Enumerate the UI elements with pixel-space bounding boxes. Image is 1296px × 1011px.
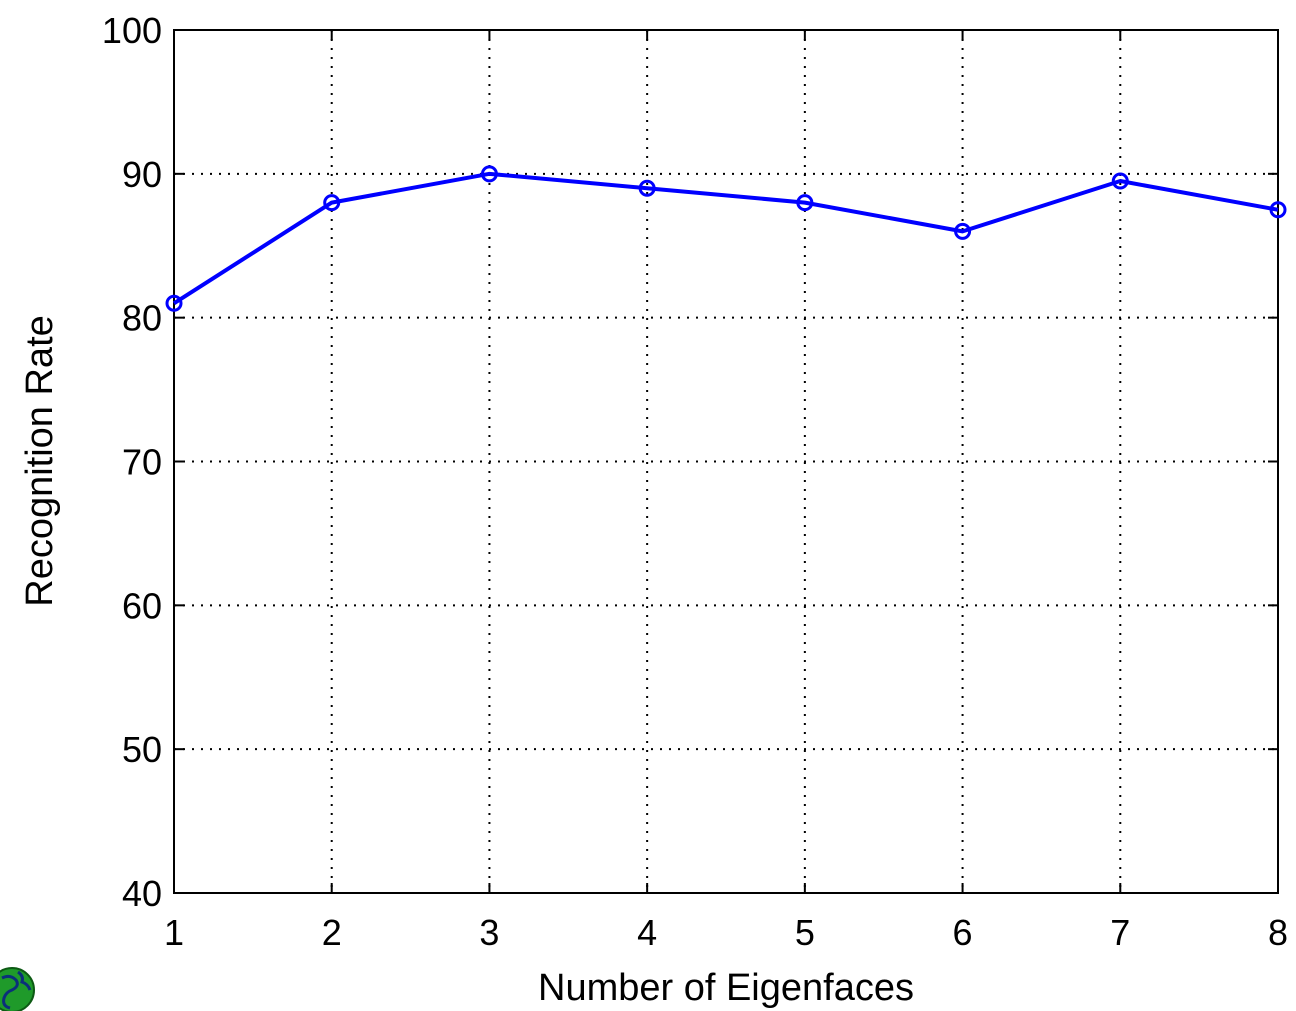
grid (174, 30, 1278, 893)
data-point (1111, 172, 1129, 190)
y-tick-label: 80 (122, 298, 162, 339)
data-point (1269, 201, 1287, 219)
series-line (172, 171, 1279, 305)
x-tick-label: 6 (953, 912, 973, 953)
x-tick-label: 8 (1268, 912, 1288, 953)
series-layer (165, 165, 1287, 312)
y-tick-label: 70 (122, 442, 162, 483)
data-point (480, 165, 498, 183)
ticks: 1 2 3 4 5 6 7 8 40 50 60 70 80 90 100 (102, 10, 1288, 953)
x-tick-label: 7 (1110, 912, 1130, 953)
data-point (638, 179, 656, 197)
y-tick-label: 60 (122, 585, 162, 626)
x-tick-label: 1 (164, 912, 184, 953)
y-tick-label: 100 (102, 10, 162, 51)
x-axis-label: Number of Eigenfaces (538, 967, 914, 1009)
x-tick-label: 2 (322, 912, 342, 953)
y-tick-label: 90 (122, 154, 162, 195)
data-point (954, 222, 972, 240)
x-tick-label: 4 (637, 912, 657, 953)
y-tick-label: 40 (122, 873, 162, 914)
x-tick-label: 3 (479, 912, 499, 953)
y-tick-label: 50 (122, 729, 162, 770)
plot-frame (173, 29, 1279, 894)
data-point (796, 194, 814, 212)
x-tick-label: 5 (795, 912, 815, 953)
globe-icon (0, 967, 35, 1011)
y-axis-label: Recognition Rate (19, 315, 61, 607)
data-point (165, 294, 183, 312)
data-point (323, 194, 341, 212)
